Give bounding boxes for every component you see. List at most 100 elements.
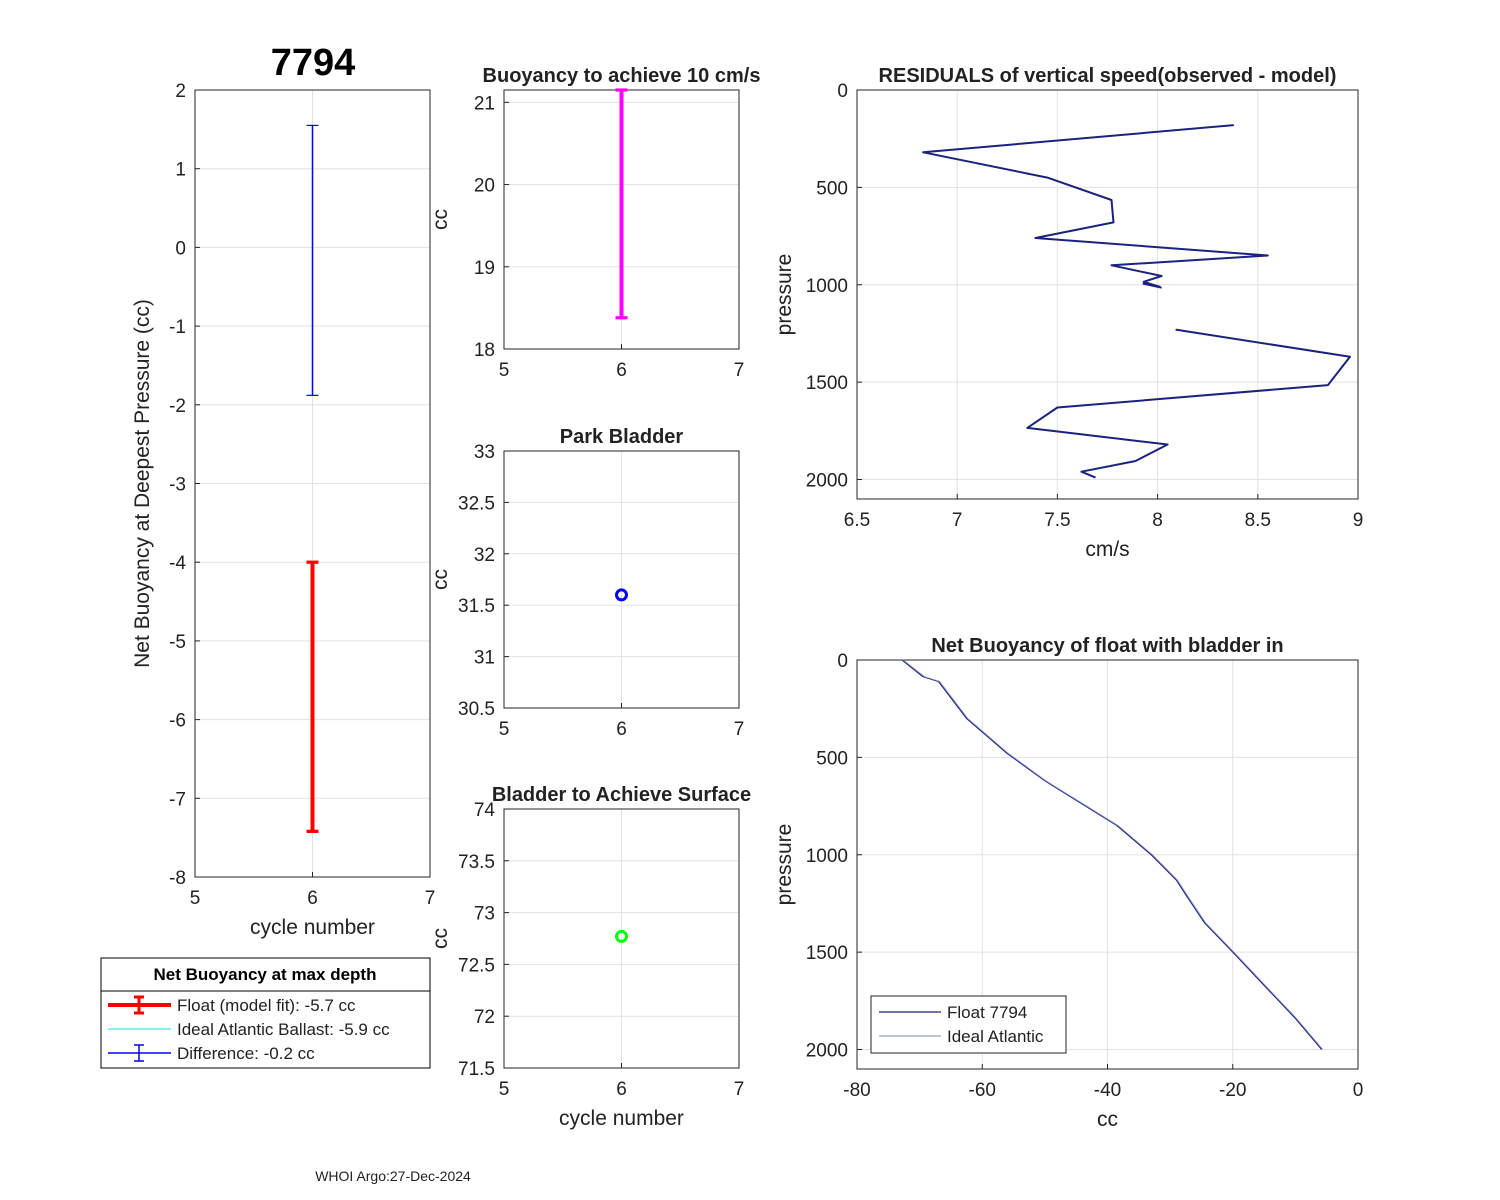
y-tick-label: 71.5	[458, 1059, 495, 1080]
x-tick-label: 8	[1152, 510, 1163, 531]
x-tick-label: 6	[616, 1079, 627, 1100]
y-tick-label: 72.5	[458, 955, 495, 976]
x-tick-label: 0	[1353, 1080, 1364, 1101]
y-tick-label: 33	[474, 442, 495, 463]
axes-frame	[194, 89, 431, 878]
chart-title: Bladder to Achieve Surface	[492, 784, 751, 806]
y-tick-label: 19	[474, 258, 495, 279]
errorbar-difference	[306, 124, 319, 396]
legend-main-entry: Difference: -0.2 cc	[108, 1044, 315, 1063]
axes-frame	[503, 808, 740, 1069]
x-tick-label: -40	[1094, 1080, 1121, 1101]
chart-park-bladder: 5 6 7 33 32.5 32 31.5 31 30.5 Park Bladder cc	[429, 426, 744, 740]
y-axis-label: cc	[429, 209, 452, 230]
y-tick-label: 500	[816, 178, 848, 199]
series-line-ideal-atlantic	[903, 659, 1324, 1050]
legend-main-entry: Float (model fit): -5.7 cc	[108, 995, 356, 1015]
chart-title: Buoyancy to achieve 10 cm/s	[483, 65, 761, 87]
y-tick-label: 18	[474, 340, 495, 361]
scatter-point	[615, 588, 628, 602]
x-tick-label: 7	[425, 888, 436, 909]
x-tick-label: 5	[499, 1079, 510, 1100]
x-tick-label: 8.5	[1245, 510, 1271, 531]
x-tick-label: 7	[734, 360, 745, 381]
x-tick-label: -60	[969, 1080, 996, 1101]
chart-buoyancy-10cms: 5 6 7 21 20 19 18 Buoyancy to achieve 10 cm/s cc	[429, 65, 760, 381]
plot-area	[857, 90, 1358, 499]
y-tick-label: -1	[169, 317, 186, 338]
errorbar-buoyancy	[615, 88, 628, 320]
legend-main: Net Buoyancy at max depth Float (model f…	[100, 957, 431, 1069]
x-tick-label: -80	[843, 1080, 870, 1101]
scatter-point	[615, 929, 628, 943]
y-tick-label: 1000	[806, 846, 848, 867]
axes-frame	[856, 659, 1359, 1070]
figure-title: 7794	[271, 42, 356, 84]
y-tick-label: 0	[175, 238, 186, 259]
chart-residuals: 6.5 7 7.5 8 8.5 9 0 500 1000 1500 2000 RESIDUALS of…	[773, 65, 1363, 561]
x-axis-label: cycle number	[559, 1107, 684, 1130]
y-tick-label: -7	[169, 789, 186, 810]
y-tick-label: 72	[474, 1007, 495, 1028]
y-tick-label: 1000	[806, 276, 848, 297]
x-tick-label: 9	[1353, 510, 1364, 531]
x-tick-label: 7.5	[1044, 510, 1070, 531]
y-tick-label: 1500	[806, 373, 848, 394]
y-tick-label: 2000	[806, 1041, 848, 1062]
y-axis-label: pressure	[773, 824, 796, 906]
y-tick-label: 32	[474, 545, 495, 566]
x-axis-label: cm/s	[1085, 538, 1129, 561]
y-axis-label: cc	[429, 569, 452, 590]
x-tick-label: 6	[616, 719, 627, 740]
legend-main-label: Difference: -0.2 cc	[177, 1044, 315, 1063]
y-tick-label: -3	[169, 475, 186, 496]
y-axis-label: cc	[429, 928, 452, 949]
residual-line	[1026, 328, 1351, 479]
chart-legend-box	[870, 995, 1067, 1054]
y-tick-label: 21	[474, 93, 495, 114]
footer-text: WHOI Argo:27-Dec-2024	[315, 1168, 471, 1184]
chart-net-buoyancy: 5 6 7 2 1 0 -1 -2 -3 -4 -5 -6 -7 -8 cycle number Net Bu…	[131, 81, 435, 939]
x-tick-label: 7	[952, 510, 963, 531]
y-tick-label: 1	[175, 160, 186, 181]
y-axis-label: pressure	[773, 254, 796, 336]
chart-title: Park Bladder	[560, 426, 684, 448]
x-tick-label: 6	[307, 888, 318, 909]
y-tick-label: 2	[175, 81, 186, 102]
x-tick-label: 5	[190, 888, 201, 909]
x-axis-label: cc	[1097, 1108, 1118, 1131]
x-tick-label: 6.5	[844, 510, 870, 531]
legend-main-label: Float (model fit): -5.7 cc	[177, 996, 356, 1015]
y-tick-label: -4	[169, 553, 186, 574]
chart-legend-label: Float 7794	[947, 1003, 1027, 1022]
y-tick-label: 0	[837, 651, 848, 672]
axes-frame	[503, 450, 740, 709]
x-tick-label: 5	[499, 719, 510, 740]
x-tick-label: -20	[1219, 1080, 1246, 1101]
y-tick-label: -2	[169, 396, 186, 417]
y-axis-label: Net Buoyancy at Deepest Pressure (cc)	[131, 299, 154, 668]
y-tick-label: 500	[816, 748, 848, 769]
legend-main-title: Net Buoyancy at max depth	[154, 965, 377, 984]
y-tick-label: -8	[169, 868, 186, 889]
legend-main-label: Ideal Atlantic Ballast: -5.9 cc	[177, 1020, 390, 1039]
y-tick-label: 73	[474, 904, 495, 925]
x-axis-label: cycle number	[250, 916, 375, 939]
axes-frame	[856, 89, 1359, 500]
y-tick-label: 30.5	[458, 699, 495, 720]
y-tick-label: -5	[169, 632, 186, 653]
x-tick-label: 7	[734, 719, 745, 740]
chart-net-buoyancy-bladder-in: -80 -60 -40 -20 0 0 500 1000 1500 2000 Net Buoyanc…	[773, 635, 1363, 1131]
series-line-float-7794	[901, 659, 1323, 1050]
residual-line	[922, 124, 1269, 289]
chart-title: Net Buoyancy of float with bladder in	[931, 635, 1283, 657]
y-tick-label: 1500	[806, 943, 848, 964]
legend-main-entry: Ideal Atlantic Ballast: -5.9 cc	[108, 1020, 390, 1039]
chart-legend-label: Ideal Atlantic	[947, 1027, 1044, 1046]
y-tick-label: 0	[837, 81, 848, 102]
y-tick-label: 20	[474, 176, 495, 197]
chart-bladder-surface: 5 6 7 74 73.5 73 72.5 72 71.5 Bladder to Achieve …	[429, 784, 751, 1130]
legend-main-box	[100, 957, 431, 1069]
y-tick-label: 31	[474, 648, 495, 669]
x-tick-label: 6	[616, 360, 627, 381]
